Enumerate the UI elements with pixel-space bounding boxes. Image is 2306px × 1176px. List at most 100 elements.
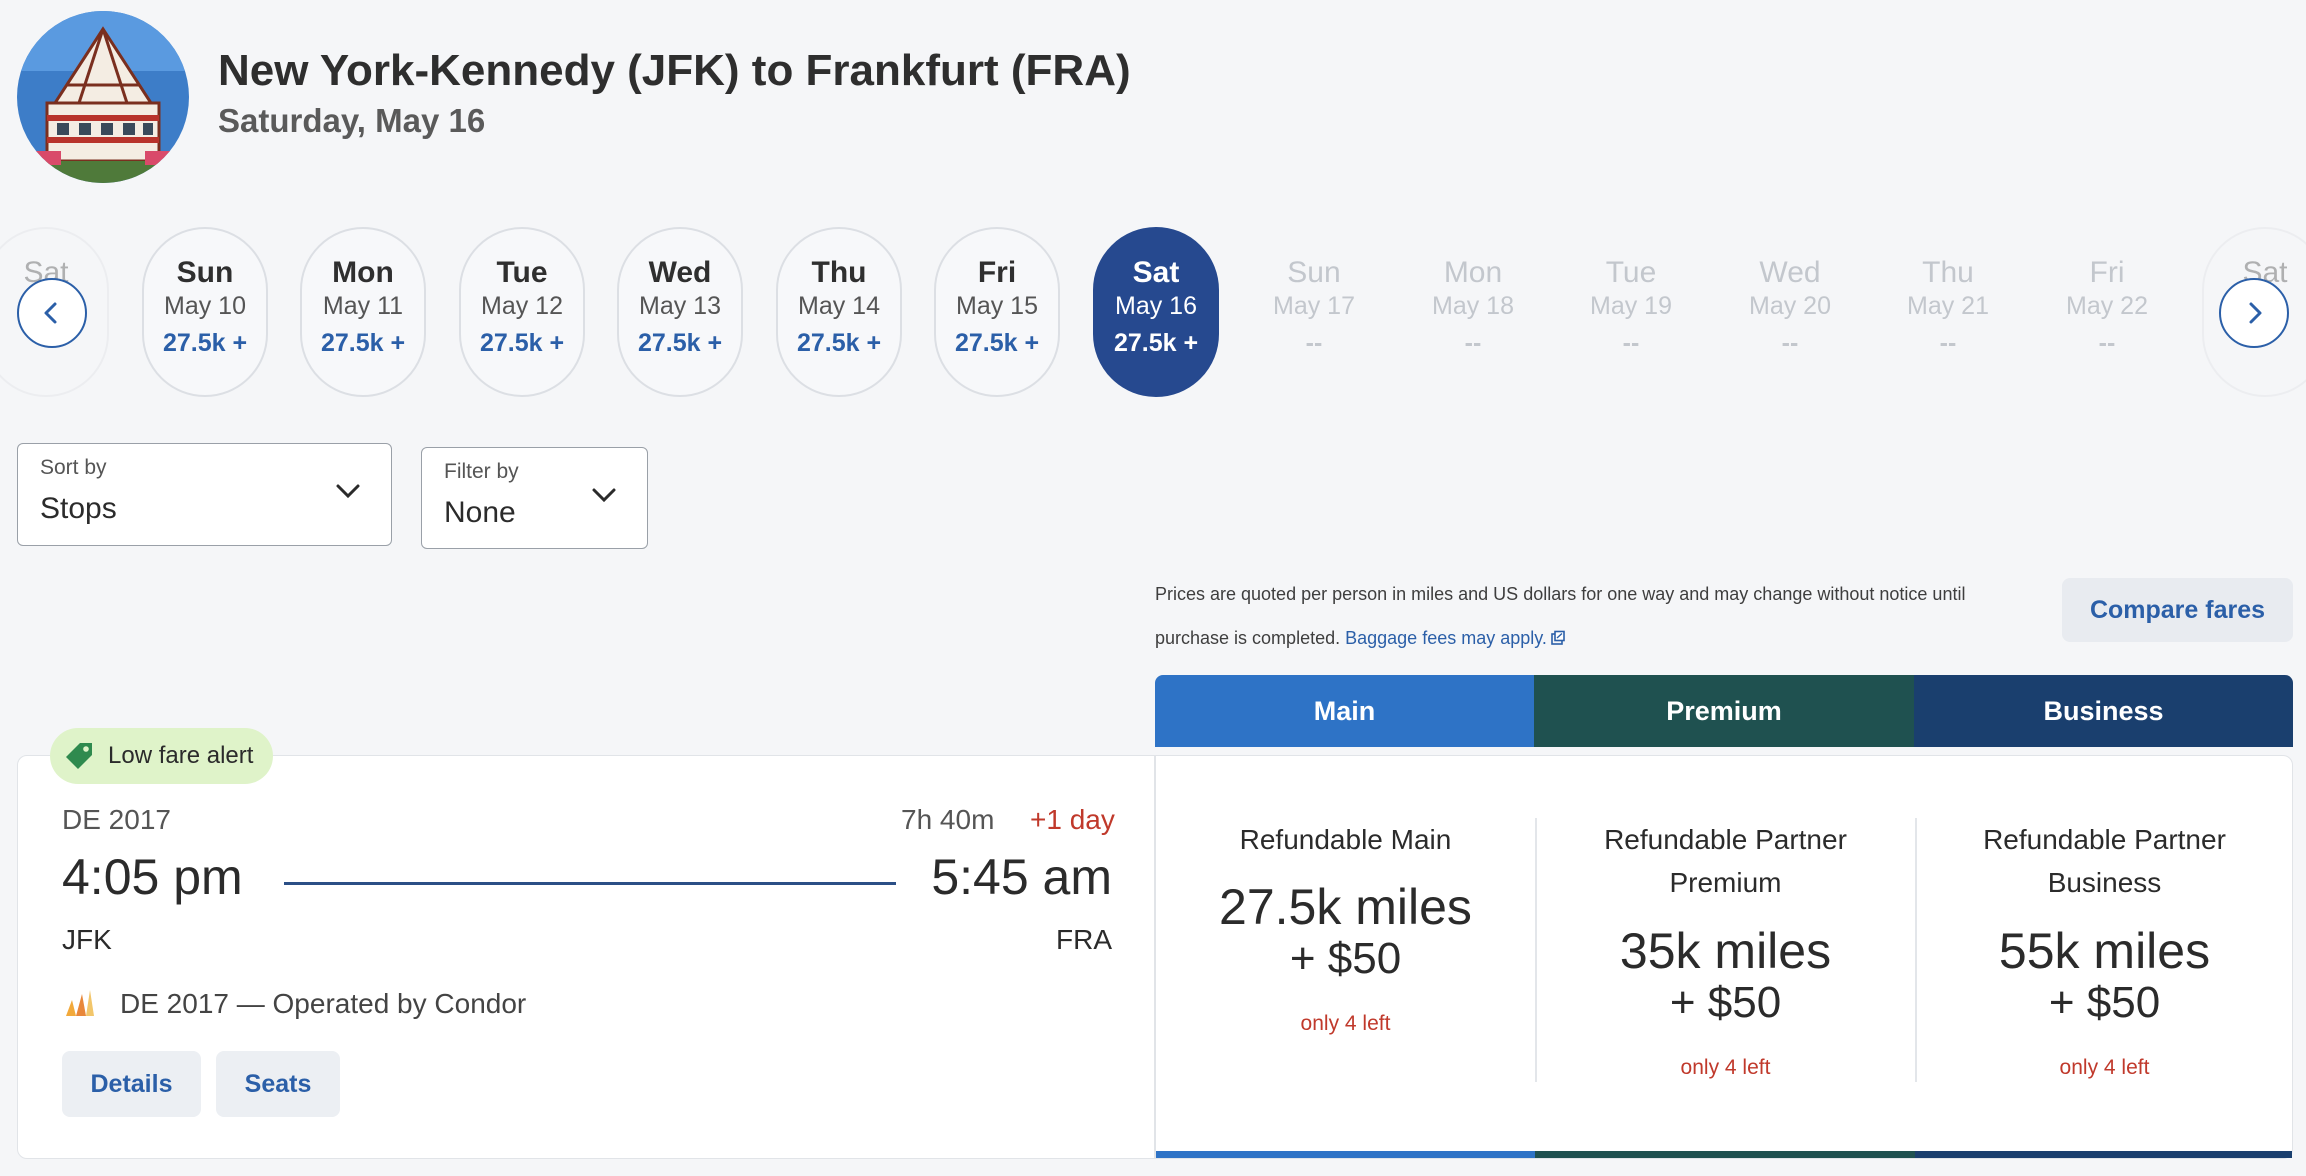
fare-divider xyxy=(1535,818,1537,1082)
date-price: -- xyxy=(1464,329,1482,357)
date-weekday: Tue xyxy=(496,256,548,289)
low-fare-alert-text: Low fare alert xyxy=(108,742,254,769)
fare-name-line-2: Business xyxy=(2047,867,2162,898)
chevron-right-icon xyxy=(2249,302,2262,324)
date-option[interactable]: Wed May 20 -- xyxy=(1727,227,1853,397)
seats-left: only 4 left xyxy=(2059,1056,2150,1079)
date-month-day: May 13 xyxy=(639,292,721,320)
fare-usd: + $50 xyxy=(1289,934,1402,983)
tag-icon xyxy=(66,743,92,769)
date-weekday: Mon xyxy=(332,256,394,289)
date-price: -- xyxy=(1781,329,1799,357)
next-dates-button[interactable] xyxy=(2219,278,2289,348)
fare-usd: + $50 xyxy=(2048,978,2161,1027)
date-month-day: May 11 xyxy=(322,292,404,320)
baggage-fees-link[interactable]: Baggage fees may apply. xyxy=(1345,628,1566,648)
date-option[interactable]: Fri May 15 27.5k + xyxy=(934,227,1060,397)
date-weekday: Wed xyxy=(1759,256,1821,289)
cabin-main-header: Main xyxy=(1155,675,1534,747)
prev-dates-button[interactable] xyxy=(17,278,87,348)
sort-value: Stops xyxy=(40,492,117,525)
date-month-day: May 10 xyxy=(164,292,246,320)
date-option[interactable]: Sun May 17 -- xyxy=(1251,227,1377,397)
external-link-icon xyxy=(1551,630,1565,645)
date-month-day: May 21 xyxy=(1907,292,1989,320)
flight-card: DE 2017 7h 40m +1 day 4:05 pm 5:45 am JF… xyxy=(17,755,1155,1159)
date-option[interactable]: Mon May 18 -- xyxy=(1410,227,1536,397)
date-option[interactable]: Wed May 13 27.5k + xyxy=(617,227,743,397)
cabin-premium-header: Premium xyxy=(1534,675,1914,747)
details-button[interactable]: Details xyxy=(62,1051,201,1117)
fare-name-line-2: Premium xyxy=(1669,867,1782,898)
fare-panel: Refundable Main 27.5k miles + $50 only 4… xyxy=(1155,755,2293,1159)
date-weekday: Thu xyxy=(811,256,867,289)
date-price: -- xyxy=(1305,329,1323,357)
date-month-day: May 15 xyxy=(956,292,1038,320)
fare-miles: 27.5k miles xyxy=(1219,879,1472,935)
date-option[interactable]: Thu May 14 27.5k + xyxy=(776,227,902,397)
date-option[interactable]: Sat May 16 27.5k + xyxy=(1093,227,1219,397)
fare-premium[interactable]: Refundable Partner Premium 35k miles + $… xyxy=(1536,756,1915,1160)
seats-left: only 4 left xyxy=(1680,1056,1771,1079)
chevron-down-icon xyxy=(592,488,616,503)
destination-photo xyxy=(17,11,189,183)
filter-label: Filter by xyxy=(444,460,519,483)
date-price: 27.5k + xyxy=(479,329,565,357)
date-weekday: Mon xyxy=(1443,256,1503,289)
date-month-day: May 12 xyxy=(481,292,563,320)
seats-button[interactable]: Seats xyxy=(216,1051,340,1117)
fare-name: Refundable Main xyxy=(1239,824,1452,855)
date-month-day: May 17 xyxy=(1273,292,1355,320)
date-weekday: Tue xyxy=(1605,256,1657,289)
fare-miles: 35k miles xyxy=(1619,923,1832,979)
filter-select[interactable]: Filter by None xyxy=(421,447,648,549)
chevron-down-icon xyxy=(336,484,360,499)
fare-business-bar xyxy=(1915,1151,2292,1158)
date-option[interactable]: Tue May 19 -- xyxy=(1568,227,1694,397)
date-price: -- xyxy=(1939,329,1957,357)
baggage-fees-link-text: Baggage fees may apply. xyxy=(1345,628,1547,648)
fare-business[interactable]: Refundable Partner Business 55k miles + … xyxy=(1915,756,2294,1160)
flight-duration: 7h 40m xyxy=(901,804,995,835)
cabin-business-header: Business xyxy=(1914,675,2293,747)
fare-miles: 55k miles xyxy=(1998,923,2211,979)
arrive-time: 5:45 am xyxy=(931,849,1112,905)
price-disclaimer: Prices are quoted per person in miles an… xyxy=(1155,572,1995,660)
date-option[interactable]: Tue May 12 27.5k + xyxy=(459,227,585,397)
low-fare-alert-badge: Low fare alert xyxy=(50,728,274,784)
seats-left: only 4 left xyxy=(1300,1012,1391,1035)
date-option[interactable]: Thu May 21 -- xyxy=(1885,227,2011,397)
day-offset: +1 day xyxy=(1030,804,1115,835)
route-title: New York-Kennedy (JFK) to Frankfurt (FRA… xyxy=(218,46,1131,95)
filter-value: None xyxy=(444,496,516,529)
date-weekday: Sun xyxy=(176,256,234,289)
date-weekday: Sat xyxy=(1132,256,1180,289)
compare-fares-button[interactable]: Compare fares xyxy=(2062,578,2293,642)
sort-select[interactable]: Sort by Stops xyxy=(17,443,392,546)
date-option[interactable]: Sun May 10 27.5k + xyxy=(142,227,268,397)
date-month-day: May 16 xyxy=(1115,292,1197,320)
date-price: 27.5k + xyxy=(162,329,248,357)
fare-name-line-1: Refundable Partner xyxy=(1983,824,2226,855)
date-weekday: Thu xyxy=(1922,256,1974,289)
fare-premium-bar xyxy=(1535,1151,1915,1158)
fare-main[interactable]: Refundable Main 27.5k miles + $50 only 4… xyxy=(1156,756,1535,1160)
fare-main-bar xyxy=(1156,1151,1535,1158)
date-option[interactable]: Fri May 22 -- xyxy=(2044,227,2170,397)
condor-logo-icon xyxy=(66,990,94,1016)
origin-code: JFK xyxy=(62,924,112,955)
date-weekday: Sun xyxy=(1287,256,1341,289)
date-price: -- xyxy=(2098,329,2116,357)
date-price: 27.5k + xyxy=(954,329,1040,357)
date-month-day: May 22 xyxy=(2066,292,2148,320)
date-option[interactable]: Mon May 11 27.5k + xyxy=(300,227,426,397)
date-month-day: May 14 xyxy=(798,292,880,320)
date-price: 27.5k + xyxy=(1113,329,1199,357)
fare-name-line-1: Refundable Partner xyxy=(1604,824,1847,855)
flight-number: DE 2017 xyxy=(62,804,171,835)
route-date: Saturday, May 16 xyxy=(218,102,486,139)
date-price: -- xyxy=(1622,329,1640,357)
date-month-day: May 19 xyxy=(1590,292,1672,320)
date-weekday: Wed xyxy=(648,256,712,289)
date-price: 27.5k + xyxy=(637,329,723,357)
